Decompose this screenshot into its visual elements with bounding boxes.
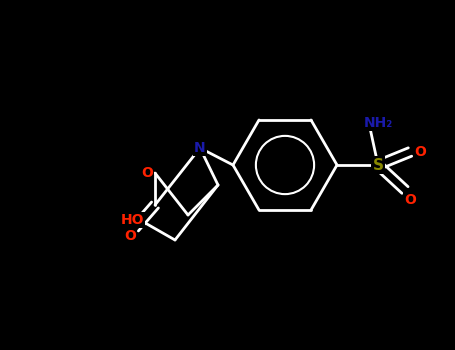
Text: O: O bbox=[414, 145, 426, 159]
Text: O: O bbox=[141, 166, 153, 180]
Text: HO: HO bbox=[120, 213, 144, 227]
Text: NH₂: NH₂ bbox=[364, 116, 393, 130]
Text: S: S bbox=[373, 158, 384, 173]
Text: N: N bbox=[194, 141, 206, 155]
Text: O: O bbox=[404, 193, 416, 207]
Text: O: O bbox=[124, 229, 136, 243]
